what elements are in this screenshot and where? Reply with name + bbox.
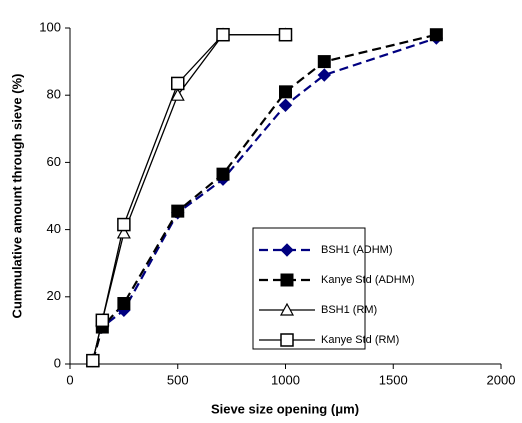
legend-marker <box>280 333 294 347</box>
marker <box>216 27 230 42</box>
marker <box>170 87 185 101</box>
marker <box>279 85 292 99</box>
legend-box <box>252 227 366 350</box>
y-tick-label: 60 <box>47 154 61 169</box>
legend-text: BSH1 (RM) <box>321 304 377 316</box>
y-tick-label: 80 <box>47 87 61 102</box>
series-line <box>91 33 437 361</box>
marker <box>429 28 443 42</box>
marker <box>216 167 230 181</box>
x-tick-label: 2000 <box>487 372 516 387</box>
y-tick-label: 40 <box>47 221 61 236</box>
x-axis-title: Sieve size opening (μm) <box>211 401 359 416</box>
marker <box>117 217 131 232</box>
series-line <box>91 37 437 361</box>
x-tick-label: 1500 <box>379 372 408 387</box>
legend: BSH1 (ADHM) Kanye Std (ADHM) BSH1 (RM) Kany… <box>252 227 415 350</box>
y-tick-label: 100 <box>39 19 61 34</box>
x-tick-label: 0 <box>66 372 73 387</box>
marker <box>116 225 131 239</box>
legend-marker <box>280 243 294 257</box>
y-axis-title: Cummulative amount through sieve (%) <box>9 74 24 319</box>
marker <box>117 297 131 311</box>
x-tick-label: 1000 <box>271 372 300 387</box>
y-tick-label: 0 <box>54 355 61 370</box>
legend-text: Kanye Std (ADHM) <box>321 274 415 286</box>
legend-text: BSH1 (ADHM) <box>321 244 393 256</box>
marker <box>171 204 185 218</box>
marker <box>317 68 331 82</box>
marker <box>95 313 110 328</box>
marker <box>317 55 331 69</box>
legend-text: Kanye Std (RM) <box>321 334 399 346</box>
legend-marker <box>279 302 295 316</box>
marker <box>278 98 293 112</box>
marker <box>278 27 293 42</box>
x-tick-label: 500 <box>167 372 189 387</box>
y-tick-label: 20 <box>47 288 61 303</box>
marker <box>86 353 100 368</box>
legend-marker <box>280 273 294 287</box>
marker <box>171 76 185 91</box>
